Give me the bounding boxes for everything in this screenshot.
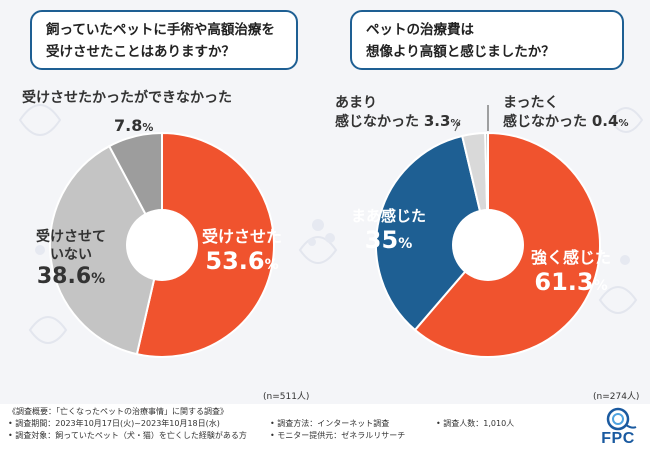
slice-label-text: 受けさせたかったができなかった	[22, 90, 232, 106]
chart-panel-pet-treatment: 飼っていたペットに手術や高額治療を 受けさせたことはありますか？ 受けさせたかっ…	[0, 0, 325, 404]
slice-value-number: 38.6	[36, 264, 92, 289]
slice-label-line-2: 感じなかった 3.3%	[335, 112, 460, 133]
slice-label-somewhat: まあ感じた 35%	[351, 205, 426, 257]
survey-period: • 調査期間：2023年10月17日(火)~2023年10月18日(水)	[8, 419, 220, 428]
slice-label-not-at-all: まったく 感じなかった 0.4%	[503, 94, 628, 133]
slice-label-not-given: 受けさせて いない 38.6%	[36, 228, 106, 292]
pie-slice-1	[135, 131, 275, 358]
chart-title-line-2: 受けさせたことはありますか？	[46, 44, 235, 60]
unit-percent: %	[398, 236, 413, 252]
slice-label-strongly: 強く感じた 61.3%	[531, 247, 611, 299]
donut-hole	[126, 209, 198, 281]
chart-title-line-1: 飼っていたペットに手術や高額治療を	[46, 22, 275, 38]
pie-slice-2	[375, 134, 490, 332]
slice-value-number: 7.8	[114, 116, 143, 135]
slice-label-text: 感じなかった	[335, 114, 419, 130]
infographic-background: 飼っていたペットに手術や高額治療を 受けさせたことはありますか？ 受けさせたかっ…	[0, 0, 650, 404]
slice-value-could-not: 7.8%	[114, 113, 153, 141]
fpc-logo-text: FPC	[601, 430, 635, 447]
slice-label-line-1: 受けさせて	[36, 229, 106, 245]
slice-label-text: 強く感じた	[531, 248, 612, 267]
slice-value-number: 0.4	[591, 112, 619, 130]
chart-title-box: ペットの治療費は 想像より高額と感じましたか？	[350, 10, 624, 70]
slice-label-could-not: 受けさせたかったができなかった	[22, 89, 232, 107]
slice-label-given: 受けさせた 53.6%	[202, 226, 282, 278]
survey-footer: 《調査概要：「亡くなったペットの治療事情」に関する調査》 • 調査期間：2023…	[0, 404, 650, 450]
survey-count: • 調査人数：1,010人	[436, 419, 515, 428]
unit-percent: %	[142, 121, 154, 134]
fpc-logo-mark-icon	[606, 407, 637, 431]
slice-label-text: まあ感じた	[351, 207, 427, 225]
slice-label-line-1: あまり	[335, 95, 377, 111]
slice-label-text: 感じなかった	[503, 114, 587, 130]
slice-label-line-2: いない	[50, 247, 92, 263]
slice-value-number: 3.3	[423, 112, 451, 130]
sample-size-note: (n=511人)	[263, 392, 310, 402]
donut-hole	[452, 209, 524, 281]
unit-percent: %	[91, 271, 106, 287]
fpc-logo: FPC	[596, 406, 640, 448]
leader-line-1	[454, 119, 461, 132]
survey-method: • 調査方法：インターネット調査	[270, 419, 390, 428]
slice-label-line-1: まったく	[503, 95, 559, 111]
survey-target: • 調査対象：飼っていたペット（犬・猫）を亡くした経験がある方	[8, 431, 247, 440]
chart-title-box: 飼っていたペットに手術や高額治療を 受けさせたことはありますか？	[30, 10, 298, 70]
unit-percent: %	[264, 257, 279, 273]
chart-panel-cost-perception: ペットの治療費は 想像より高額と感じましたか？ あまり 感じなかった 3.3% …	[325, 0, 650, 404]
slice-value-number: 61.3	[534, 268, 594, 296]
pie-slice-2	[49, 144, 164, 356]
pie-chart-treatment	[49, 131, 275, 358]
sample-size-note: (n=274人)	[593, 392, 640, 402]
chart-title-line-1: ペットの治療費は	[366, 22, 474, 38]
slice-label-not-much: あまり 感じなかった 3.3%	[335, 94, 460, 133]
unit-percent: %	[593, 278, 608, 294]
survey-provider: • モニター提供元：ゼネラルリサーチ	[270, 431, 406, 440]
unit-percent: %	[618, 118, 629, 129]
slice-value-number: 53.6	[205, 247, 265, 275]
chart-title-line-2: 想像より高額と感じましたか？	[366, 44, 555, 60]
slice-label-text: 受けさせた	[202, 227, 283, 246]
survey-title: 《調査概要：「亡くなったペットの治療事情」に関する調査》	[8, 407, 228, 416]
slice-label-line-2: 感じなかった 0.4%	[503, 112, 628, 133]
unit-percent: %	[450, 118, 461, 129]
pie-chart-cost	[375, 105, 601, 358]
slice-value-number: 35	[364, 226, 399, 254]
decorative-background	[18, 104, 644, 344]
